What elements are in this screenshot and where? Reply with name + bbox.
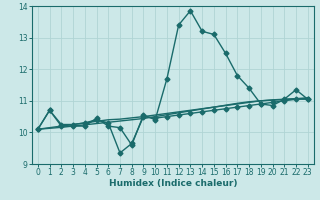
X-axis label: Humidex (Indice chaleur): Humidex (Indice chaleur) (108, 179, 237, 188)
